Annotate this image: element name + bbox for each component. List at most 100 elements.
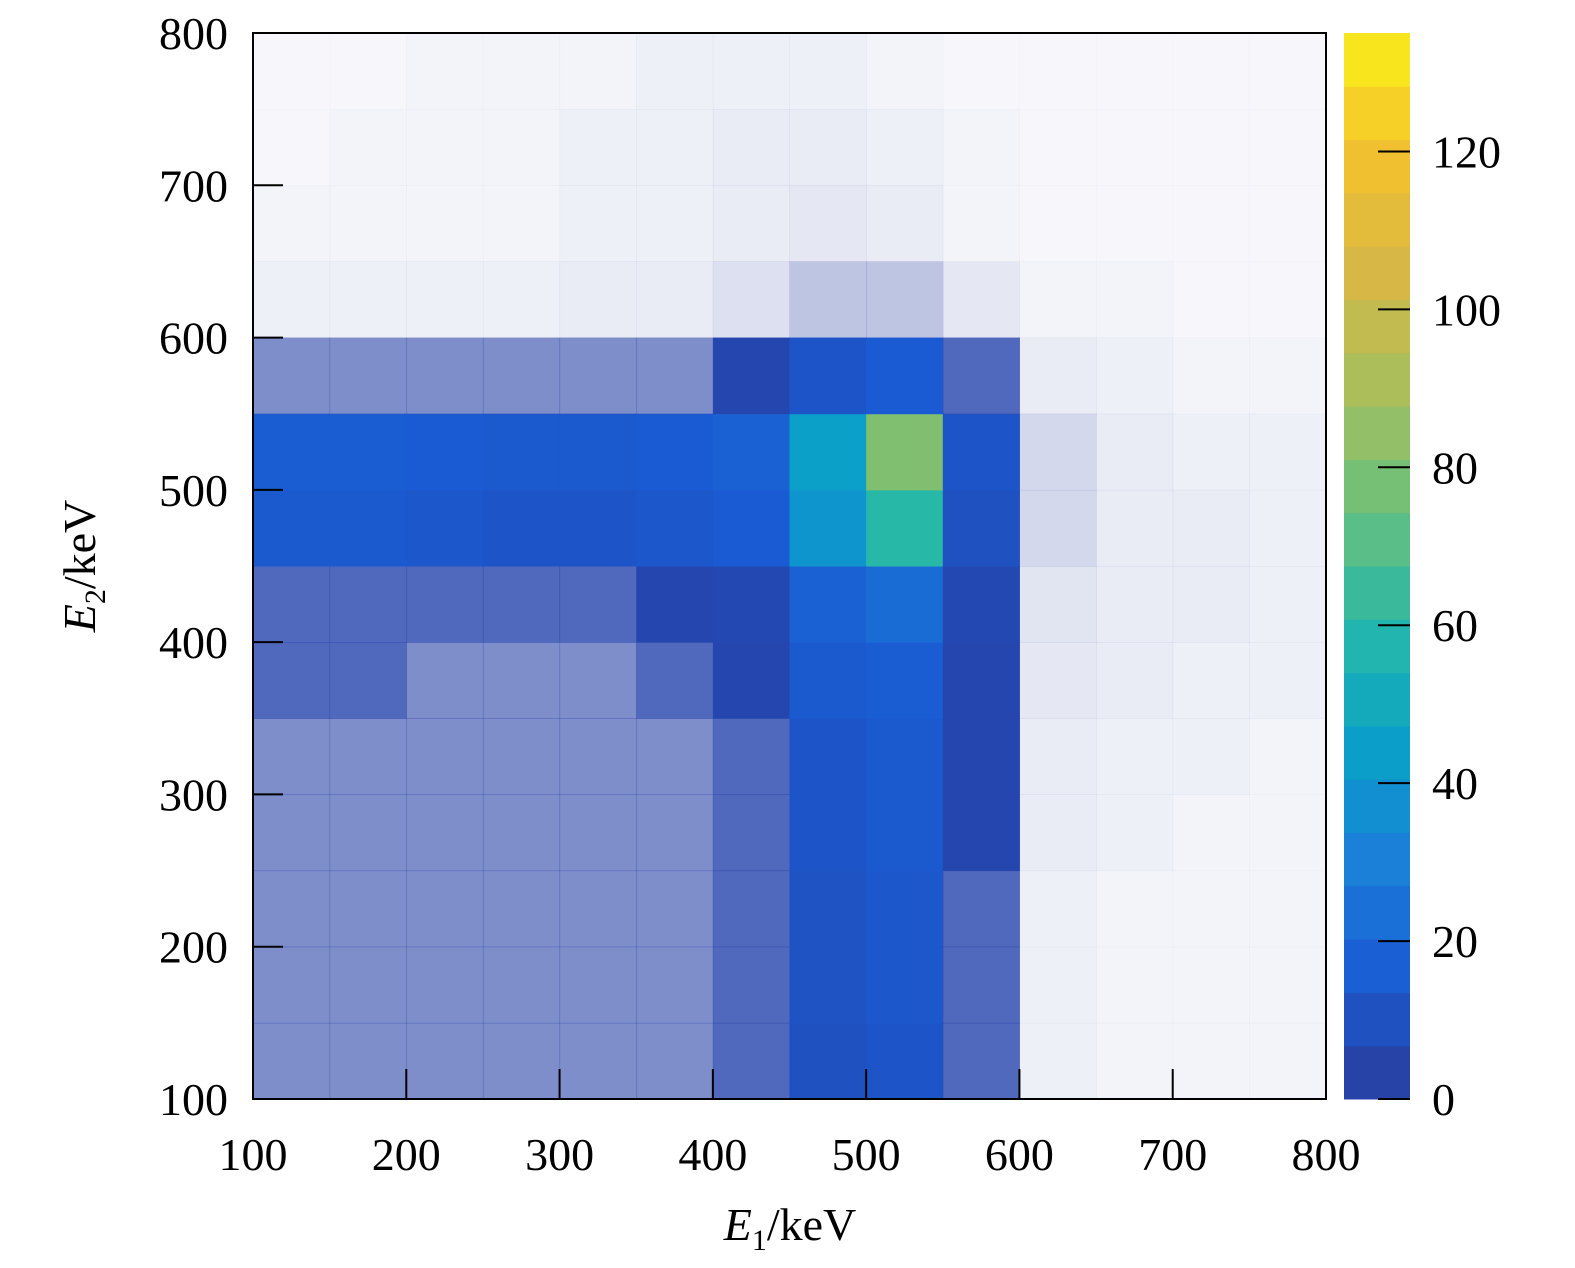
- heatmap-cell: [329, 109, 407, 186]
- colorbar-band: [1344, 779, 1410, 833]
- heatmap-cell: [1172, 642, 1250, 719]
- heatmap-cell: [789, 261, 867, 339]
- heatmap-cell: [712, 185, 790, 262]
- heatmap-cell: [1172, 489, 1250, 567]
- heatmap-cell: [636, 642, 714, 719]
- colorbar-tick-label: 80: [1432, 442, 1478, 493]
- colorbar-band: [1344, 459, 1410, 514]
- heatmap-cell: [1096, 185, 1174, 262]
- y-label-unit: /keV: [54, 500, 105, 589]
- heatmap-cell: [482, 642, 561, 719]
- heatmap-cell: [482, 794, 561, 872]
- y-tick-label: 700: [159, 160, 228, 211]
- heatmap-cell: [789, 489, 867, 567]
- x-label-subscript: 1: [752, 1224, 767, 1257]
- heatmap-cell: [406, 185, 484, 262]
- colorbar-band: [1344, 832, 1410, 887]
- x-tick-label: 100: [219, 1129, 288, 1180]
- heatmap-cell: [1172, 33, 1250, 110]
- heatmap-cell: [1096, 33, 1174, 110]
- heatmap-cell: [1096, 109, 1174, 186]
- heatmap-cell: [1096, 413, 1174, 491]
- heatmap-cell: [1249, 185, 1327, 262]
- heatmap-cell: [406, 794, 484, 872]
- colorbar-band: [1344, 33, 1410, 87]
- heatmap-cell: [1096, 642, 1174, 719]
- heatmap-cell: [406, 642, 484, 719]
- heatmap-cell: [1249, 109, 1327, 186]
- heatmap-cell: [789, 337, 867, 415]
- heatmap-cell: [329, 1022, 407, 1100]
- heatmap-cell: [559, 33, 637, 110]
- colorbar-band: [1344, 192, 1410, 247]
- heatmap-cell: [1096, 946, 1174, 1024]
- colorbar-tick-label: 40: [1432, 758, 1478, 809]
- heatmap-cell: [789, 718, 867, 795]
- heatmap-cell: [789, 566, 867, 643]
- heatmap-cell: [942, 718, 1020, 795]
- heatmap-cell: [866, 870, 944, 948]
- heatmap-cell: [559, 337, 637, 415]
- heatmap-cell: [866, 489, 944, 567]
- heatmap-cell: [482, 1022, 561, 1100]
- heatmap-cell: [636, 261, 714, 339]
- heatmap-cell: [636, 794, 714, 872]
- heatmap-cell: [1249, 1022, 1327, 1100]
- heatmap-cell: [636, 109, 714, 186]
- heatmap-cell: [253, 946, 331, 1024]
- y-label-subscript: 2: [79, 589, 112, 604]
- y-tick-label: 600: [159, 313, 228, 364]
- heatmap-cell: [789, 794, 867, 872]
- heatmap-cell: [406, 109, 484, 186]
- heatmap-cell: [253, 185, 331, 262]
- colorbar-band: [1344, 512, 1410, 567]
- heatmap-cell: [1019, 946, 1097, 1024]
- heatmap-cell: [1019, 642, 1097, 719]
- heatmap-cell: [1019, 109, 1097, 186]
- x-label-symbol: E: [723, 1199, 752, 1250]
- heatmap-cell: [789, 185, 867, 262]
- colorbar-tick-label: 0: [1432, 1074, 1455, 1125]
- x-tick-label: 600: [985, 1129, 1054, 1180]
- heatmap-cell: [636, 33, 714, 110]
- heatmap-cell: [712, 261, 790, 339]
- colorbar-tick-label: 60: [1432, 600, 1478, 651]
- heatmap-cell: [1249, 642, 1327, 719]
- heatmap-cell: [866, 109, 944, 186]
- heatmap-cell: [712, 489, 790, 567]
- heatmap-cell: [1019, 33, 1097, 110]
- colorbar-band: [1344, 406, 1410, 460]
- heatmap-cell: [482, 870, 561, 948]
- heatmap-cell: [942, 413, 1020, 491]
- heatmap-cell: [712, 109, 790, 186]
- heatmap-cell: [1019, 337, 1097, 415]
- heatmap-cell: [789, 870, 867, 948]
- heatmap-cell: [559, 718, 637, 795]
- heatmap-cell: [559, 794, 637, 872]
- heatmap-cell: [482, 261, 561, 339]
- heatmap-cell: [789, 109, 867, 186]
- heatmap-cell: [1172, 1022, 1250, 1100]
- heatmap-cell: [406, 870, 484, 948]
- heatmap-cell: [1096, 1022, 1174, 1100]
- heatmap-cell: [636, 870, 714, 948]
- heatmap-cell: [482, 413, 561, 491]
- heatmap-cell: [406, 413, 484, 491]
- heatmap-cell: [559, 109, 637, 186]
- colorbar-band: [1344, 725, 1410, 780]
- heatmap-cell: [1019, 566, 1097, 643]
- heatmap-cell: [482, 946, 561, 1024]
- heatmap-cell: [866, 33, 944, 110]
- y-tick-label: 100: [159, 1074, 228, 1125]
- heatmap-cell: [482, 566, 561, 643]
- colorbar-band: [1344, 992, 1410, 1047]
- heatmap-cell: [1096, 489, 1174, 567]
- heatmap-cell: [1019, 489, 1097, 567]
- x-tick-label: 200: [372, 1129, 441, 1180]
- y-axis-label: E2/keV: [54, 500, 112, 634]
- heatmap-cell: [712, 566, 790, 643]
- heatmap-cell: [866, 185, 944, 262]
- x-label-unit: /keV: [767, 1199, 856, 1250]
- heatmap-cell: [559, 946, 637, 1024]
- heatmap-cell: [329, 413, 407, 491]
